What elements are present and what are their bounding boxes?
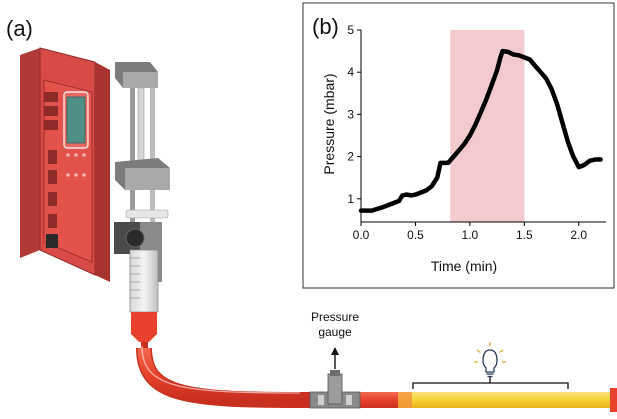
pressure-gauge-icon — [309, 347, 361, 409]
tick-labels: 0.0 0.5 1.0 1.5 2.0 1 2 3 4 5 — [347, 23, 587, 242]
plot-axes — [357, 29, 606, 226]
panel-b-label: (b) — [312, 14, 339, 39]
x-tick-label: 0.5 — [407, 228, 424, 242]
y-tick-label: 1 — [347, 192, 354, 206]
illumination-bracket — [412, 377, 569, 389]
syringe-pump-icon — [20, 47, 110, 282]
y-tick-label: 3 — [347, 107, 354, 121]
x-tick-label: 1.5 — [516, 228, 533, 242]
x-tick-label: 1.0 — [462, 228, 479, 242]
x-tick-label: 0.0 — [353, 228, 370, 242]
pressure-gauge-label-line2: gauge — [318, 325, 352, 339]
y-tick-label: 4 — [347, 65, 354, 79]
chart-panel: (b) 0.0 0.5 1.0 1.5 2.0 1 2 3 4 5 Time (min) Pres… — [302, 2, 615, 289]
syringe-assembly — [114, 62, 170, 348]
lightbulb-icon — [474, 342, 506, 378]
panel-a-label: (a) — [6, 16, 33, 41]
x-tick-label: 2.0 — [570, 228, 587, 242]
series-line — [358, 48, 603, 213]
pressure-gauge-label-line1: Pressure — [311, 310, 359, 324]
y-tick-label: 2 — [347, 150, 354, 164]
x-axis-label: Time (min) — [431, 258, 497, 274]
y-tick-label: 5 — [347, 23, 354, 37]
tubing — [136, 345, 617, 412]
highlight-band — [450, 30, 525, 222]
y-axis-label: Pressure (mbar) — [321, 73, 337, 174]
